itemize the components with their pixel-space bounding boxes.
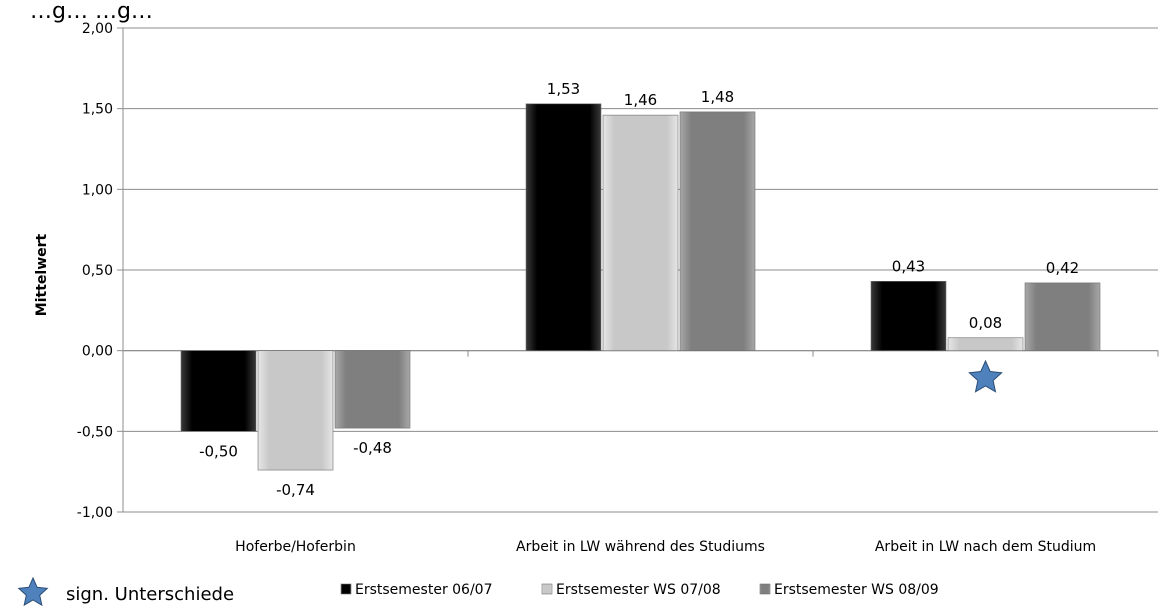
y-tick-label: 2,00 <box>82 21 113 37</box>
legend-swatch <box>541 583 553 595</box>
legend-swatch <box>759 583 771 595</box>
star-icon <box>968 359 1003 393</box>
bar <box>602 114 679 351</box>
data-label: 1,48 <box>701 88 734 106</box>
data-label: 1,53 <box>547 80 580 98</box>
data-label: -0,50 <box>199 442 238 460</box>
chart-title: …g… …g… <box>30 0 153 24</box>
data-label: 0,42 <box>1046 259 1079 277</box>
bar <box>525 103 602 351</box>
data-label: 0,43 <box>892 257 925 275</box>
star-icon <box>17 576 49 607</box>
data-labels: -0,50 -0,74 -0,48 1,53 1,46 1,48 0,43 0,08 0,42 <box>199 80 1079 499</box>
y-axis-label: Mittelwert <box>34 233 50 316</box>
y-tick-label: -0,50 <box>77 424 113 440</box>
y-tick-label: 1,00 <box>82 182 113 198</box>
bar <box>947 337 1024 351</box>
y-tick-labels: -1,00 -0,50 0,00 0,50 1,00 1,50 2,00 <box>77 21 113 521</box>
bar <box>1024 282 1101 351</box>
y-tick-label: 0,50 <box>82 263 113 279</box>
legend-label: Erstsemester WS 07/08 <box>556 582 721 598</box>
legend: sign. Unterschiede Erstsemester 06/07 Erst… <box>17 576 939 607</box>
legend-label: Erstsemester WS 08/09 <box>774 582 939 598</box>
category-label: Arbeit in LW nach dem Studium <box>875 539 1096 555</box>
y-tick-label: -1,00 <box>77 505 113 521</box>
significance-star-icon <box>968 359 1003 393</box>
bar <box>870 280 947 351</box>
bars <box>180 103 1101 471</box>
legend-swatch <box>340 583 352 595</box>
bar <box>679 111 756 351</box>
category-label: Hoferbe/Hoferbin <box>235 539 356 555</box>
y-tick-label: 1,50 <box>82 102 113 118</box>
bar <box>257 350 334 471</box>
significance-note: sign. Unterschiede <box>66 584 234 605</box>
category-label: Arbeit in LW während des Studiums <box>516 539 765 555</box>
y-tick-label: 0,00 <box>82 344 113 360</box>
x-tick-marks <box>122 350 1159 357</box>
data-label: -0,74 <box>276 481 315 499</box>
data-label: 1,46 <box>624 91 657 109</box>
bar <box>180 350 257 432</box>
legend-label: Erstsemester 06/07 <box>355 582 493 598</box>
bar <box>334 350 411 429</box>
data-label: 0,08 <box>969 314 1002 332</box>
category-labels: Hoferbe/Hoferbin Arbeit in LW während des… <box>235 539 1096 555</box>
data-label: -0,48 <box>353 439 392 457</box>
